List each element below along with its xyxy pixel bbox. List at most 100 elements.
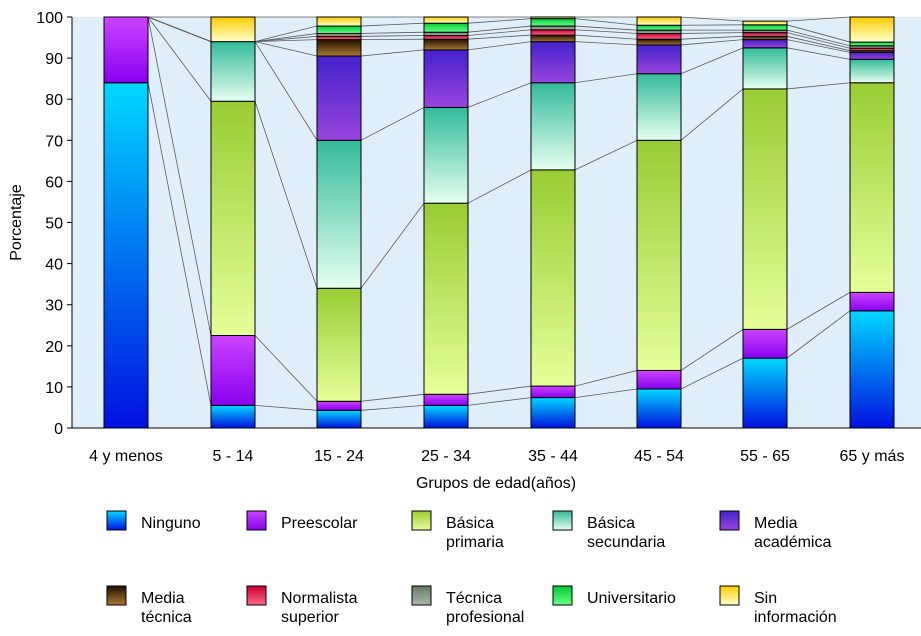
bar-segment <box>423 34 469 40</box>
legend-swatch <box>246 510 267 531</box>
connector-line <box>360 49 425 57</box>
connector-line <box>680 35 744 40</box>
connector-line <box>574 388 638 398</box>
connector-line <box>467 82 532 108</box>
bar-segment <box>636 73 682 141</box>
bar-segment <box>530 34 576 43</box>
y-tick-label: 80 <box>45 92 63 109</box>
bar-segment <box>210 404 256 429</box>
legend-label: Preescolar <box>281 515 358 532</box>
connector-line <box>467 34 532 40</box>
connector-line <box>254 33 318 43</box>
legend-label: Ninguno <box>141 515 201 532</box>
bar-segment <box>849 310 895 429</box>
legend-swatch <box>719 510 740 531</box>
connector-line <box>574 29 638 34</box>
bar-segment <box>742 24 788 31</box>
connector-line <box>680 88 744 141</box>
legend-label: Básica primaria <box>446 515 504 551</box>
bar-segment <box>530 41 576 84</box>
bars <box>103 16 895 429</box>
x-tick-label: 45 - 54 <box>634 448 684 465</box>
bar-segment <box>530 169 576 387</box>
connector-line <box>680 39 744 46</box>
connector-line <box>360 31 425 34</box>
legend-swatch <box>552 585 573 606</box>
bar-segment <box>316 287 362 402</box>
connector-line <box>147 82 212 406</box>
connector-line <box>467 41 532 51</box>
connector-line <box>786 82 851 90</box>
connector-line <box>467 25 532 33</box>
connector-line <box>360 35 425 37</box>
bar-segment <box>530 397 576 429</box>
y-tick-label: 20 <box>45 339 63 356</box>
connector-line <box>680 357 744 390</box>
connector-line <box>147 16 212 43</box>
bar-segment <box>316 139 362 289</box>
connector-line <box>254 35 318 43</box>
bar-segment <box>742 47 788 90</box>
connector-line <box>786 47 851 60</box>
connector-line <box>786 310 851 359</box>
connector-line <box>360 202 425 289</box>
bar-segment <box>849 82 895 293</box>
bar-segment <box>210 41 256 102</box>
connector-line <box>467 385 532 395</box>
bar-segment <box>530 385 576 399</box>
bar-segment <box>423 393 469 406</box>
connector-line <box>574 73 638 84</box>
connector-line <box>254 41 318 57</box>
bar-segment <box>316 16 362 27</box>
connector-line <box>786 16 851 22</box>
bar-segment <box>103 16 149 84</box>
bar-segment <box>636 388 682 429</box>
connector-line <box>786 32 851 49</box>
bar-segment <box>423 106 469 204</box>
bar-segment <box>423 404 469 429</box>
bar-segment <box>636 16 682 26</box>
y-tick-label: 100 <box>36 10 63 27</box>
legend-label: Técnica profesional <box>446 590 524 626</box>
legend-swatch <box>552 510 573 531</box>
bar-segment <box>210 16 256 43</box>
bar-segment <box>423 49 469 108</box>
legend-label: Universitario <box>587 590 676 607</box>
bar-segment <box>636 38 682 46</box>
bar-segment <box>636 139 682 371</box>
connector-line <box>254 39 318 43</box>
connector-line <box>254 335 318 402</box>
x-tick-label: 35 - 44 <box>528 448 578 465</box>
legend-label: Sin información <box>754 590 837 626</box>
bar-segment <box>742 357 788 429</box>
y-axis-title: Porcentaje <box>8 184 25 261</box>
bar-segment <box>636 369 682 390</box>
connector-line <box>360 22 425 27</box>
legend-label: Básica secundaria <box>587 515 665 551</box>
x-tick-label: 5 - 14 <box>213 448 254 465</box>
connector-line <box>254 101 318 289</box>
bar-segment <box>530 25 576 31</box>
connector-line <box>786 29 851 47</box>
connector-line <box>680 32 744 34</box>
legend-swatch <box>719 585 740 606</box>
connector-line <box>467 18 532 24</box>
bar-segment <box>316 39 362 57</box>
connector-line <box>254 41 318 141</box>
bar-segment <box>636 32 682 40</box>
bar-segment <box>849 291 895 312</box>
y-tick-label: 60 <box>45 174 63 191</box>
y-tick-labels: 0 10 20 30 40 50 60 70 80 90 100 <box>36 10 63 438</box>
x-tick-label: 15 - 24 <box>314 448 364 465</box>
y-tick-label: 40 <box>45 257 63 274</box>
bar-segment <box>316 409 362 429</box>
connector-line <box>786 35 851 52</box>
connector-line <box>680 16 744 22</box>
bar-segment <box>423 16 469 24</box>
bar-segment <box>742 32 788 37</box>
legend-swatch <box>411 585 432 606</box>
connector-line <box>254 25 318 43</box>
x-tick-label: 4 y menos <box>89 448 163 465</box>
bar-segment <box>103 82 149 429</box>
